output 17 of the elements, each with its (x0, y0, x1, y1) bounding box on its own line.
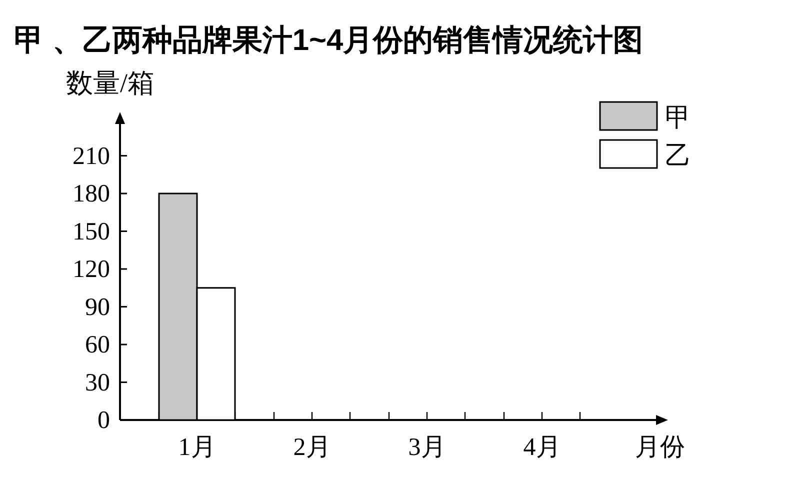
x-tick-label: 1月 (178, 434, 216, 461)
y-tick-label: 90 (85, 294, 110, 321)
y-tick-label: 210 (72, 142, 110, 170)
x-tick-label: 4月 (523, 434, 561, 461)
y-tick-label: 120 (72, 256, 110, 283)
ylabel: 数量/箱 (66, 68, 155, 98)
x-tick-label: 3月 (408, 434, 446, 461)
legend-label: 甲 (665, 103, 691, 132)
y-tick-label: 180 (72, 180, 110, 208)
y-tick-label: 0 (98, 407, 110, 434)
x-tick-label: 2月 (293, 434, 331, 461)
title: 甲 、乙两种品牌果汁1~4月份的销售情况统计图 (14, 24, 644, 57)
y-tick-label: 60 (85, 332, 110, 358)
y-tick-label: 150 (72, 218, 110, 246)
legend-label: 乙 (665, 141, 691, 170)
xlabel: 月份 (635, 434, 685, 461)
y-tick-label: 30 (85, 369, 110, 396)
